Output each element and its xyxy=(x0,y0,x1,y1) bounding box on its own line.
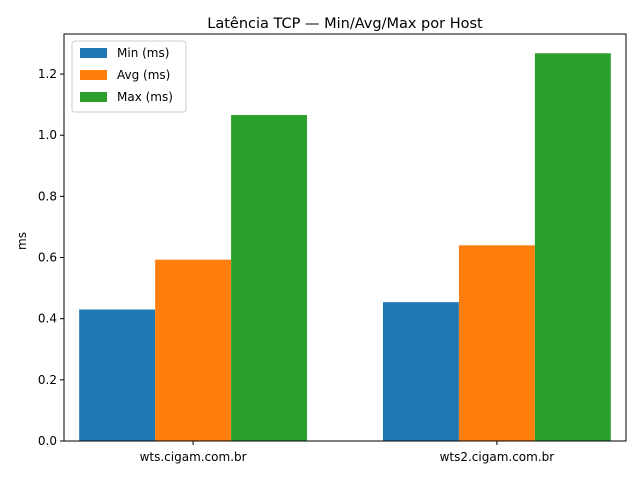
y-tick-label: 0.6 xyxy=(38,251,57,265)
legend-label: Max (ms) xyxy=(117,90,173,104)
x-tick-label: wts.cigam.com.br xyxy=(140,450,247,464)
legend-swatch xyxy=(80,70,107,80)
y-axis-label: ms xyxy=(15,232,29,250)
y-tick-label: 0.8 xyxy=(38,189,57,203)
bar-max-1 xyxy=(534,53,611,441)
y-tick-label: 0.0 xyxy=(38,434,57,448)
y-tick-label: 1.2 xyxy=(38,67,57,81)
plot-frame xyxy=(63,33,627,442)
bar-avg-1 xyxy=(458,245,535,441)
legend-label: Avg (ms) xyxy=(117,68,170,82)
bar-min-1 xyxy=(382,302,459,441)
legend-label: Min (ms) xyxy=(117,46,169,60)
x-tick-label: wts2.cigam.com.br xyxy=(440,450,555,464)
legend: Min (ms) Avg (ms) Max (ms) xyxy=(71,40,187,113)
y-axis-ticks: 0.0 0.2 0.4 0.6 0.8 1.0 1.2 xyxy=(38,67,64,448)
bar-min-0 xyxy=(79,309,156,441)
x-axis-ticks: wts.cigam.com.br wts2.cigam.com.br xyxy=(140,441,555,464)
legend-swatch xyxy=(80,92,107,102)
y-tick-label: 1.0 xyxy=(38,128,57,142)
bar-avg-0 xyxy=(155,259,232,441)
bar-max-0 xyxy=(231,115,308,442)
y-tick-label: 0.4 xyxy=(38,312,57,326)
bars-group xyxy=(79,53,611,442)
y-tick-label: 0.2 xyxy=(38,373,57,387)
legend-swatch xyxy=(80,48,107,58)
chart-title: Latência TCP — Min/Avg/Max por Host xyxy=(207,16,483,32)
